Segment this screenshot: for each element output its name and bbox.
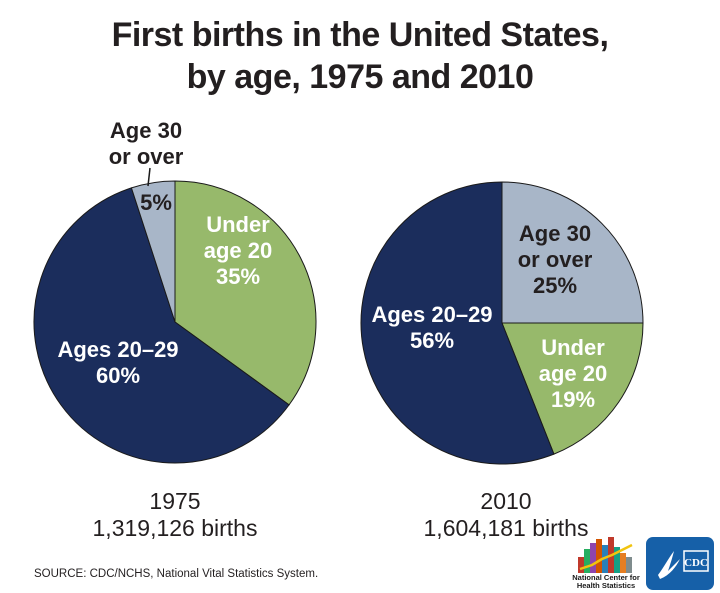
chart-title-line1: First births in the United States, bbox=[111, 16, 609, 54]
caption-year: 1975 bbox=[149, 488, 201, 514]
source-note: SOURCE: CDC/NCHS, National Vital Statist… bbox=[34, 568, 319, 580]
pie-slice-age-30-or-over bbox=[501, 181, 644, 324]
svg-text:CDC: CDC bbox=[684, 557, 708, 569]
cdc-hhs-logo: CDC bbox=[646, 537, 714, 590]
slice-label: Age 30 or over bbox=[109, 118, 184, 169]
chart-title-line2: by age, 1975 and 2010 bbox=[186, 58, 534, 96]
slice-label: Under age 20 19% bbox=[539, 335, 608, 412]
slice-label: Ages 20–29 56% bbox=[371, 302, 492, 353]
pie-slice-under-age-20 bbox=[501, 322, 644, 455]
callout-leader-line bbox=[147, 167, 151, 187]
nchs-logo: National Center for Health Statistics bbox=[572, 537, 640, 590]
caption-2010: 2010 1,604,181 births bbox=[396, 488, 616, 542]
svg-text:National Center for: National Center for bbox=[572, 573, 640, 582]
pie-slice-ages-20-29 bbox=[360, 181, 555, 465]
svg-text:Health Statistics: Health Statistics bbox=[577, 581, 635, 590]
pie-chart-2010: Age 30 or over 25% Under age 20 19% Ages 20–29… bbox=[360, 181, 644, 465]
slice-label: Ages 20–29 60% bbox=[57, 337, 178, 388]
pie-slice-under-age-20 bbox=[174, 180, 317, 406]
pie-chart-1975: Under age 20 35% Ages 20–29 60% 5% bbox=[33, 180, 317, 464]
hhs-eagle-icon bbox=[658, 551, 680, 579]
chart-title: First births in the United States, by ag… bbox=[0, 14, 720, 98]
caption-births: 1,604,181 births bbox=[423, 515, 589, 541]
pie-slice-age-30-or-over bbox=[130, 180, 176, 323]
slice-label: 5% bbox=[140, 190, 172, 215]
slice-label: Age 30 or over 25% bbox=[518, 221, 593, 298]
slice-label: Under age 20 35% bbox=[204, 212, 273, 289]
caption-year: 2010 bbox=[480, 488, 532, 514]
pie-slice-ages-20-29 bbox=[33, 187, 290, 464]
caption-births: 1,319,126 births bbox=[92, 515, 258, 541]
caption-1975: 1975 1,319,126 births bbox=[75, 488, 275, 542]
